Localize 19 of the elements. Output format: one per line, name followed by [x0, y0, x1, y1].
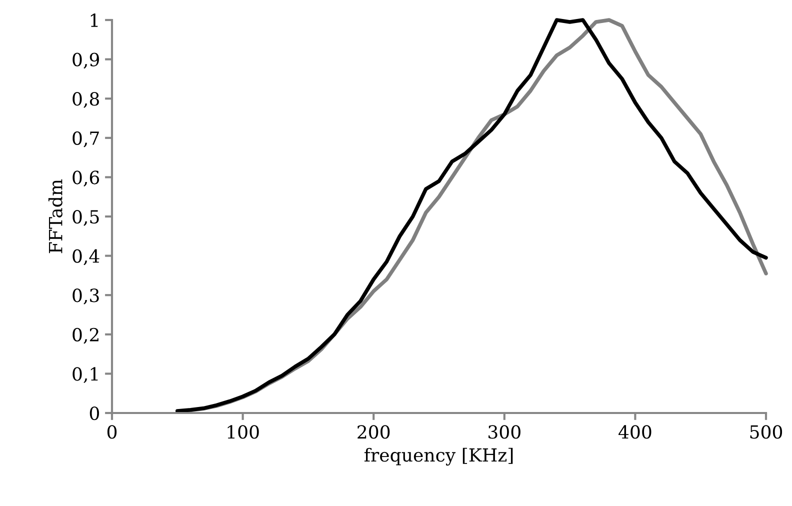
x-tick-label: 400 — [618, 425, 652, 439]
y-tick-label: 0,5 — [72, 210, 99, 226]
x-tick-label: 200 — [358, 425, 390, 439]
y-tick-label: 0,8 — [72, 92, 99, 108]
y-tick-label: 0,7 — [72, 131, 99, 148]
x-tick-label: 0 — [107, 425, 117, 439]
y-tick-label: 1 — [90, 13, 98, 27]
x-tick-label: 100 — [228, 425, 259, 439]
x-axis-title: frequency [KHz] — [364, 448, 513, 466]
y-tick-label: 0,3 — [72, 288, 99, 304]
y-tick-label: 0,2 — [72, 328, 98, 344]
y-tick-label: 0,6 — [72, 170, 100, 187]
x-tick-label: 500 — [750, 425, 782, 439]
y-tick-label: 0 — [90, 406, 99, 420]
y-tick-label: 0,4 — [72, 249, 100, 266]
y-tick-label: 0,1 — [72, 367, 98, 384]
x-tick-label: 300 — [488, 425, 520, 439]
y-axis-title: FFTadm — [48, 179, 62, 254]
y-tick-label: 0,9 — [72, 52, 99, 69]
